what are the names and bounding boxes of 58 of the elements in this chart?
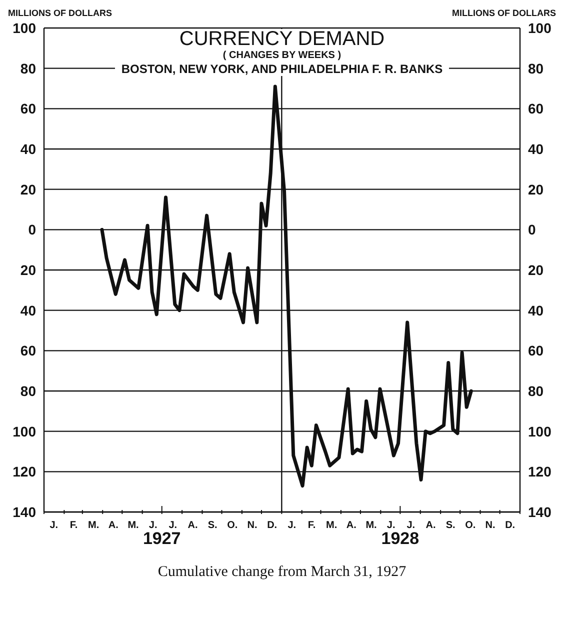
text: D.	[267, 520, 278, 531]
text: M.	[326, 520, 338, 531]
y-tick-label: 40	[20, 141, 36, 157]
annotation: BOSTON, NEW YORK, AND PHILADELPHIA F. R. BANKS	[115, 62, 449, 76]
y2-tick-label: 80	[528, 60, 544, 76]
chart-title: CURRENCY DEMAND	[173, 28, 391, 50]
text: J.	[50, 520, 58, 531]
y2-tick-label: 100	[528, 20, 552, 36]
text: M.	[128, 520, 140, 531]
y-tick-label: 80	[20, 383, 36, 399]
text: F.	[70, 520, 78, 531]
y-axis-title: MILLIONS OF DOLLARS	[8, 8, 112, 20]
y2-tick-label: 80	[528, 383, 544, 399]
text: J.	[288, 520, 296, 531]
text: Cumulative change from March 31, 1927	[156, 564, 408, 581]
y2-tick-label: 120	[528, 464, 552, 480]
y2-tick-label: 60	[528, 100, 544, 117]
y-tick-label: 20	[20, 181, 36, 198]
y2-axis-title: MILLIONS OF DOLLARS	[452, 8, 556, 20]
x-tick-label: 1928	[381, 529, 420, 548]
text: D.	[505, 520, 516, 531]
y-tick-label: 60	[20, 100, 36, 117]
y2-tick-label: 20	[528, 181, 544, 198]
text: S.	[446, 520, 456, 531]
y-tick-label: 120	[12, 464, 36, 480]
text: M.	[366, 520, 378, 531]
y-tick-label: 40	[20, 302, 36, 318]
y2-tick-label: 0	[528, 222, 536, 238]
text: J.	[406, 520, 416, 531]
text: S.	[208, 520, 218, 531]
text: N.	[247, 520, 258, 531]
y2-tick-label: 100	[528, 423, 552, 440]
text: ( CHANGES BY WEEKS )	[216, 50, 348, 62]
text: A.	[426, 520, 436, 531]
text: O.	[465, 520, 476, 531]
text: M.	[88, 520, 100, 531]
y-tick-label: 80	[20, 60, 36, 76]
text: A.	[346, 520, 357, 531]
text: F.	[308, 520, 316, 531]
y-tick-label: 20	[20, 262, 36, 278]
y2-tick-label: 60	[528, 342, 544, 359]
y2-tick-label: 40	[528, 141, 544, 157]
text: J.	[386, 520, 396, 531]
text: O.	[227, 520, 238, 531]
text: A.	[108, 520, 119, 531]
text: J.	[148, 520, 158, 531]
y-tick-label: 100	[12, 423, 36, 440]
y2-tick-label: 40	[528, 302, 544, 318]
y2-tick-label: 140	[528, 504, 552, 520]
y-tick-label: 100	[12, 20, 36, 36]
text: N.	[485, 520, 496, 531]
y-tick-label: 140	[12, 504, 36, 520]
text: A.	[188, 520, 198, 531]
y2-tick-label: 20	[528, 262, 544, 278]
x-tick-label: 1927	[142, 529, 181, 548]
y-tick-label: 60	[20, 342, 36, 359]
y-tick-label: 0	[28, 222, 36, 238]
text: J.	[168, 520, 178, 531]
